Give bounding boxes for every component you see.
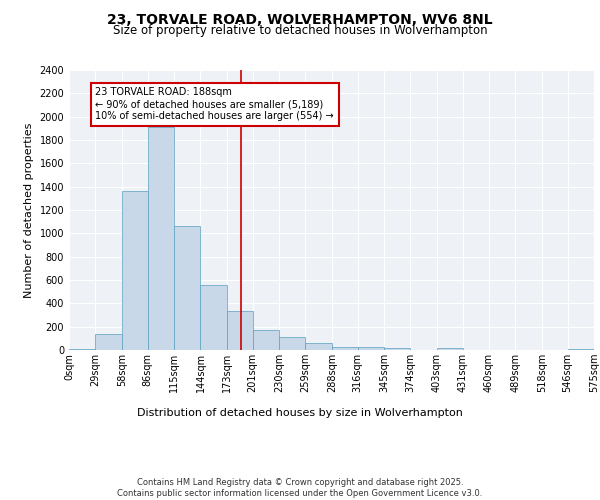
Text: 23, TORVALE ROAD, WOLVERHAMPTON, WV6 8NL: 23, TORVALE ROAD, WOLVERHAMPTON, WV6 8NL [107, 12, 493, 26]
Bar [279, 337, 305, 350]
Bar [253, 330, 279, 350]
Bar [227, 311, 253, 350]
Text: Distribution of detached houses by size in Wolverhampton: Distribution of detached houses by size … [137, 408, 463, 418]
Bar [95, 334, 122, 350]
Bar [305, 343, 332, 350]
Text: Contains HM Land Registry data © Crown copyright and database right 2025.
Contai: Contains HM Land Registry data © Crown c… [118, 478, 482, 498]
Bar [358, 347, 384, 350]
Bar [174, 226, 200, 350]
Bar [200, 284, 227, 350]
Bar [69, 349, 95, 350]
Bar [332, 346, 358, 350]
Bar [568, 349, 594, 350]
Bar [122, 192, 148, 350]
Text: Size of property relative to detached houses in Wolverhampton: Size of property relative to detached ho… [113, 24, 487, 37]
Text: 23 TORVALE ROAD: 188sqm
← 90% of detached houses are smaller (5,189)
10% of semi: 23 TORVALE ROAD: 188sqm ← 90% of detache… [95, 88, 334, 120]
Bar [384, 348, 410, 350]
Bar [437, 348, 463, 350]
Bar [148, 127, 174, 350]
Y-axis label: Number of detached properties: Number of detached properties [24, 122, 34, 298]
